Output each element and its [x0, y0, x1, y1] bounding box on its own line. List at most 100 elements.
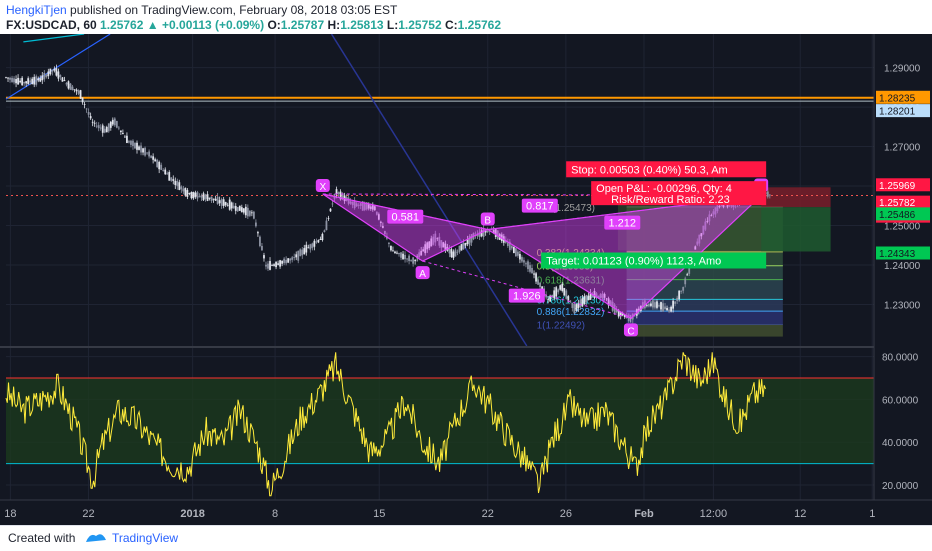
candle-body: [121, 133, 124, 134]
candle-body: [39, 78, 42, 82]
candle-body: [194, 192, 197, 197]
pattern-point-label: B: [484, 215, 491, 226]
candle-body: [398, 253, 400, 255]
candle-body: [508, 241, 511, 251]
candle-body: [583, 296, 586, 305]
candle-body: [460, 244, 463, 251]
tradingview-logo-icon: [86, 534, 106, 542]
candle-body: [712, 211, 715, 215]
price-scale-label-box: [876, 195, 930, 209]
candle-body: [716, 205, 719, 212]
candle-body: [89, 116, 92, 119]
candle-body: [575, 304, 578, 311]
candle-body: [768, 194, 771, 196]
candle-body: [375, 211, 378, 215]
candle-body: [593, 290, 596, 298]
candle-body: [613, 304, 616, 314]
candle-body: [210, 196, 213, 202]
candle-body: [152, 156, 155, 160]
pattern-ratio-badge: [508, 288, 545, 303]
ohlc-line: FX:USDCAD, 60 1.25762 ▲ +0.00113 (+0.09%…: [6, 18, 501, 32]
candle-body: [168, 172, 171, 181]
candle-body: [567, 296, 570, 301]
tradingview-brand-link[interactable]: TradingView: [112, 531, 179, 545]
candle-body: [33, 76, 36, 85]
candle-body: [458, 245, 461, 252]
candle-body: [615, 309, 618, 313]
fib-band: [626, 311, 783, 325]
candle-body: [31, 78, 34, 85]
author-link[interactable]: HengkiTjen: [6, 3, 67, 17]
candle-body: [184, 187, 187, 196]
candle-body: [146, 152, 148, 154]
candle-body: [311, 243, 314, 248]
candle-body: [643, 300, 646, 309]
candle-body: [128, 141, 130, 143]
candle-body: [250, 212, 253, 214]
open-label: O:: [267, 18, 281, 32]
candle-body: [109, 121, 112, 128]
candle-body: [117, 127, 120, 129]
candle-body: [267, 263, 269, 269]
candle-body: [115, 121, 118, 128]
candle-body: [555, 287, 558, 297]
low-value: 1.25752: [398, 18, 442, 32]
price-tick-label: 1.23000: [884, 301, 921, 312]
candle-body: [535, 273, 537, 282]
candle-body: [698, 234, 701, 244]
candle-body: [73, 89, 76, 91]
candle-body: [57, 71, 60, 79]
candle-body: [319, 238, 322, 241]
candle-body: [365, 202, 368, 210]
candle-body: [710, 215, 713, 217]
chart-canvas[interactable]: 0(1.25473)0.382(1.24334)0.5(1.23983)0.61…: [0, 34, 932, 525]
close-value: 1.25762: [457, 18, 502, 32]
candle-body: [21, 77, 24, 86]
candle-body: [97, 125, 100, 129]
candle-body: [480, 230, 483, 237]
candle-body: [172, 179, 175, 181]
candle-body: [700, 233, 703, 237]
price-candles: [5, 64, 771, 324]
candle-body: [23, 82, 26, 84]
pattern-point-badge: [480, 212, 495, 226]
candle-body: [212, 198, 215, 200]
candle-body: [53, 68, 56, 71]
candle-body: [15, 79, 17, 84]
candle-body: [684, 278, 687, 285]
candle-body: [571, 302, 574, 308]
candle-body: [442, 242, 445, 248]
candle-body: [478, 231, 481, 237]
candle-body: [45, 74, 48, 78]
candle-body: [557, 289, 560, 293]
candle-body: [240, 207, 243, 213]
price-scale-label: 1.25782: [879, 198, 916, 209]
candle-body: [248, 210, 251, 216]
last-price: 1.25762: [100, 18, 144, 32]
time-axis-bg: [0, 500, 932, 525]
candle-body: [444, 243, 447, 251]
candle-body: [388, 242, 390, 244]
candle-body: [531, 267, 533, 274]
trend-line-blue: [5, 34, 111, 100]
rsi-tick-label: 80.0000: [882, 353, 919, 364]
fib-level-label: 0(1.25473): [547, 203, 595, 214]
candle-body: [599, 294, 602, 299]
rsi-line: [5, 352, 766, 497]
candle-body: [136, 142, 138, 150]
candle-body: [452, 251, 455, 258]
created-with-text: Created with: [8, 531, 76, 545]
candle-body: [412, 257, 415, 264]
candle-body: [107, 123, 110, 132]
candle-body: [75, 89, 78, 92]
candle-body: [521, 257, 523, 262]
candle-body: [293, 257, 296, 258]
pattern-ratio-label: 0.817: [526, 201, 554, 213]
candle-body: [87, 111, 90, 115]
candle-body: [658, 305, 660, 307]
candle-body: [529, 265, 531, 272]
candle-body: [113, 118, 116, 126]
candle-body: [83, 104, 86, 105]
axes: 1.290001.280001.270001.260001.250001.240…: [0, 34, 932, 525]
candle-body: [206, 194, 209, 201]
